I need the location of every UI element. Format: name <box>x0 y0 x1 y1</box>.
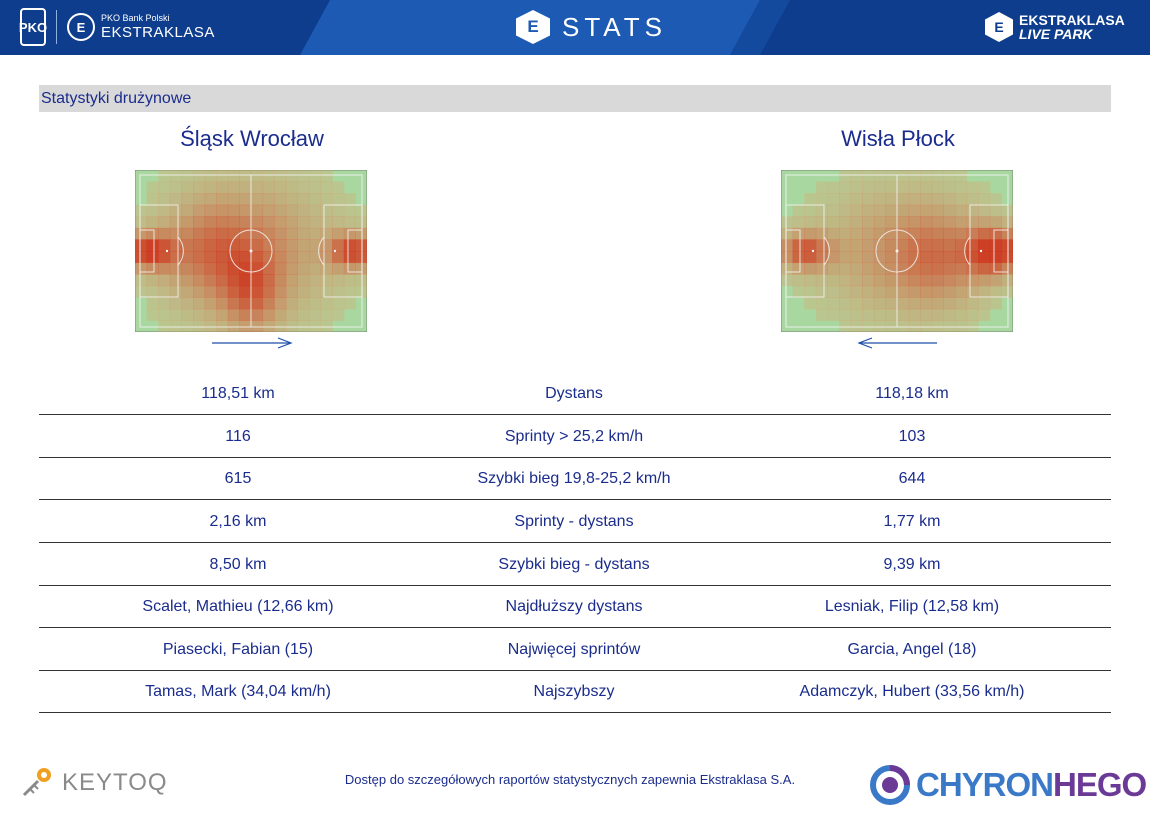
stat-label: Sprinty - dystans <box>514 513 634 530</box>
table-row: 615 Szybki bieg 19,8-25,2 km/h 644 <box>39 458 1111 500</box>
row-divider <box>39 670 1111 671</box>
home-direction-arrow-icon <box>212 337 293 349</box>
stats-title: STATS <box>562 11 667 42</box>
stat-label: Sprinty > 25,2 km/h <box>504 428 644 445</box>
pko-logo-icon: PKO <box>19 8 47 46</box>
league-name: EKSTRAKLASA <box>101 24 215 41</box>
away-value: 644 <box>898 470 926 487</box>
stat-label: Szybki bieg - dystans <box>498 556 650 573</box>
away-value: Adamczyk, Hubert (33,56 km/h) <box>799 683 1025 700</box>
home-value: 8,50 km <box>209 556 267 573</box>
section-header: Statystyki drużynowe <box>39 85 1111 112</box>
home-value: Piasecki, Fabian (15) <box>162 641 314 658</box>
live-park-line2: LIVE PARK <box>1019 26 1093 42</box>
row-divider <box>39 414 1111 415</box>
table-row: 2,16 km Sprinty - dystans 1,77 km <box>39 501 1111 543</box>
stat-label: Szybki bieg 19,8-25,2 km/h <box>477 470 671 487</box>
live-park-brand[interactable]: E EKSTRAKLASA LIVE PARK <box>985 12 1125 42</box>
keytoq-key-icon <box>22 768 51 797</box>
away-team-name: Wisła Płock <box>841 126 955 151</box>
away-value: Lesniak, Filip (12,58 km) <box>824 598 1000 615</box>
stat-label: Najwięcej sprintów <box>507 641 641 658</box>
home-value: Tamas, Mark (34,04 km/h) <box>145 683 331 700</box>
home-heatmap <box>135 170 367 332</box>
footer-note: Dostęp do szczegółowych raportów statyst… <box>344 772 796 787</box>
ekstraklasa-logo-icon: E <box>67 13 95 41</box>
row-divider <box>39 457 1111 458</box>
away-value: 9,39 km <box>883 556 941 573</box>
row-divider <box>39 542 1111 543</box>
stats-brand[interactable]: E STATS <box>516 10 667 44</box>
away-value: 1,77 km <box>883 513 941 530</box>
brand-text: PKO Bank Polski EKSTRAKLASA <box>101 13 215 41</box>
live-park-line1: EKSTRAKLASA <box>1019 12 1125 28</box>
live-park-text: EKSTRAKLASA LIVE PARK <box>1019 13 1125 41</box>
row-divider <box>39 585 1111 586</box>
hego-word: HEGO <box>1053 766 1147 803</box>
stat-label: Najszybszy <box>533 683 615 700</box>
home-value: 615 <box>224 470 252 487</box>
row-divider <box>39 627 1111 628</box>
home-value: 118,51 km <box>201 385 275 402</box>
live-park-logo-icon: E <box>985 12 1013 42</box>
home-value: 116 <box>225 428 251 445</box>
table-row: 8,50 km Szybki bieg - dystans 9,39 km <box>39 544 1111 586</box>
away-value: 118,18 km <box>875 385 949 402</box>
table-row: Scalet, Mathieu (12,66 km) Najdłuższy dy… <box>39 586 1111 628</box>
home-team-name: Śląsk Wrocław <box>180 126 324 151</box>
table-row: 116 Sprinty > 25,2 km/h 103 <box>39 416 1111 458</box>
away-heatmap <box>781 170 1013 332</box>
row-divider <box>39 499 1111 500</box>
away-value: 103 <box>898 428 926 445</box>
header-bar: PKO E PKO Bank Polski EKSTRAKLASA E STAT… <box>0 0 1150 55</box>
chyronhego-logo[interactable]: CHYRONHEGO <box>870 765 1147 805</box>
stat-label: Dystans <box>545 385 603 402</box>
section-title: Statystyki drużynowe <box>41 90 192 107</box>
home-value: 2,16 km <box>209 513 267 530</box>
table-row: Piasecki, Fabian (15) Najwięcej sprintów… <box>39 629 1111 671</box>
chyron-word: CHYRON <box>916 766 1054 803</box>
keytoq-logo[interactable]: KEYTOQ <box>20 765 168 801</box>
table-row: 118,51 km Dystans 118,18 km <box>39 373 1111 415</box>
league-subtitle: PKO Bank Polski <box>101 13 170 23</box>
chyronhego-wordmark: CHYRONHEGO <box>916 766 1147 804</box>
home-value: Scalet, Mathieu (12,66 km) <box>142 598 334 615</box>
stats-logo-icon: E <box>516 10 550 44</box>
table-row: Tamas, Mark (34,04 km/h) Najszybszy Adam… <box>39 671 1111 713</box>
row-divider <box>39 712 1111 713</box>
away-value: Garcia, Angel (18) <box>847 641 977 658</box>
stat-label: Najdłuższy dystans <box>505 598 643 615</box>
keytoq-wordmark: KEYTOQ <box>62 769 168 796</box>
away-direction-arrow-icon <box>857 337 937 349</box>
brand-divider <box>56 10 57 44</box>
chyronhego-swirl-icon <box>870 765 910 805</box>
league-brand[interactable]: PKO E PKO Bank Polski EKSTRAKLASA <box>19 8 215 46</box>
